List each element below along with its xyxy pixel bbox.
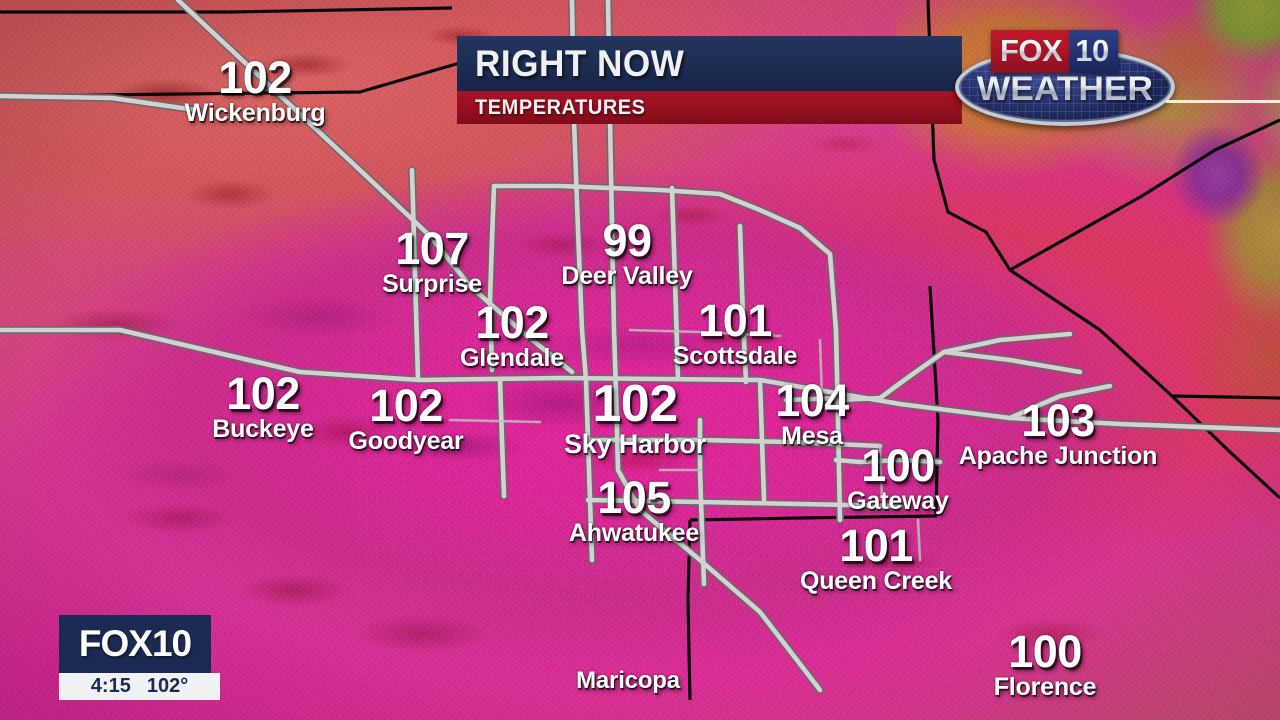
logo-ten-block: 10: [1069, 30, 1118, 73]
city-name: Mesa: [781, 422, 843, 450]
city-label-queen-creek: 101 Queen Creek: [800, 523, 952, 594]
title-banner: RIGHT NOW TEMPERATURES: [457, 36, 962, 124]
city-temperature: 102: [218, 52, 292, 103]
surface-streets: [448, 328, 922, 562]
bug-logo-box: FOX10: [59, 615, 211, 673]
city-label-buckeye: 102 Buckeye: [212, 368, 314, 443]
city-temperature: 99: [602, 215, 652, 266]
city-label-wickenburg: 102 Wickenburg: [185, 55, 326, 126]
city-temperature: 102: [226, 368, 300, 419]
city-label-glendale: 102 Glendale: [460, 300, 564, 371]
city-label-gateway: 100 Gateway: [847, 440, 949, 515]
city-name: Deer Valley: [561, 262, 693, 290]
station-bug: FOX10 4:15 102°: [59, 615, 220, 700]
city-temperature: 102: [369, 380, 443, 431]
city-temperature: 101: [698, 295, 772, 346]
logo-fox-block: FOX: [991, 30, 1070, 73]
city-label-apache-junction: 103 Apache Junction: [958, 395, 1158, 470]
banner-subhead-bar: TEMPERATURES: [457, 91, 962, 124]
city-label-goodyear: 102 Goodyear: [348, 383, 463, 454]
banner-headline-bar: RIGHT NOW: [457, 36, 962, 91]
city-temperature: 107: [395, 223, 469, 274]
city-name: Gateway: [847, 487, 949, 515]
city-name: Sky Harbor: [563, 429, 707, 459]
city-name: Buckeye: [212, 415, 314, 443]
city-name: Surprise: [382, 270, 482, 298]
bug-clock: 4:15: [90, 675, 131, 697]
city-temperature: 102: [592, 375, 678, 433]
city-label-ahwatukee: 105 Ahwatukee: [569, 475, 699, 546]
city-temperature: 101: [839, 520, 913, 571]
city-name: Ahwatukee: [568, 519, 700, 547]
city-label-mesa: 104 Mesa: [775, 378, 849, 449]
city-label-maricopa: Maricopa: [576, 668, 680, 693]
city-label-florence: 100 Florence: [994, 629, 1097, 700]
city-temperature: 100: [861, 440, 935, 491]
city-temperature: 105: [597, 472, 671, 523]
city-temperature: 102: [475, 297, 549, 348]
bug-station-text: FOX10: [78, 623, 192, 664]
bug-temperature: 102°: [146, 675, 189, 697]
city-label-surprise: 107 Surprise: [382, 226, 482, 297]
city-name: Goodyear: [348, 427, 464, 455]
logo-ten-text: 10: [1075, 33, 1109, 68]
city-temperature: 103: [1021, 395, 1095, 446]
city-name: Glendale: [460, 344, 564, 372]
city-label-scottsdale: 101 Scottsdale: [672, 295, 798, 370]
bug-info-strip: 4:15 102°: [59, 673, 220, 700]
city-label-sky-harbor: 102 Sky Harbor: [564, 378, 706, 458]
banner-headline: RIGHT NOW: [475, 42, 685, 84]
logo-accent-rule: [1166, 100, 1280, 103]
city-name: Wickenburg: [184, 99, 326, 127]
city-name: Apache Junction: [958, 442, 1158, 470]
fox10-weather-logo: WEATHER FOX 10: [955, 18, 1175, 130]
city-temperature: 104: [775, 375, 849, 426]
city-name: Maricopa: [576, 667, 680, 694]
logo-fox10-lockup: FOX 10: [991, 30, 1118, 73]
city-label-deer-valley: 99 Deer Valley: [561, 218, 692, 289]
logo-weather-text: WEATHER: [951, 70, 1180, 109]
city-temperature: 100: [1008, 626, 1082, 677]
city-name: Queen Creek: [799, 567, 953, 595]
banner-subhead: TEMPERATURES: [475, 95, 646, 119]
logo-fox-text: FOX: [1000, 33, 1063, 68]
city-name: Scottsdale: [672, 342, 798, 370]
city-name: Florence: [993, 673, 1097, 701]
